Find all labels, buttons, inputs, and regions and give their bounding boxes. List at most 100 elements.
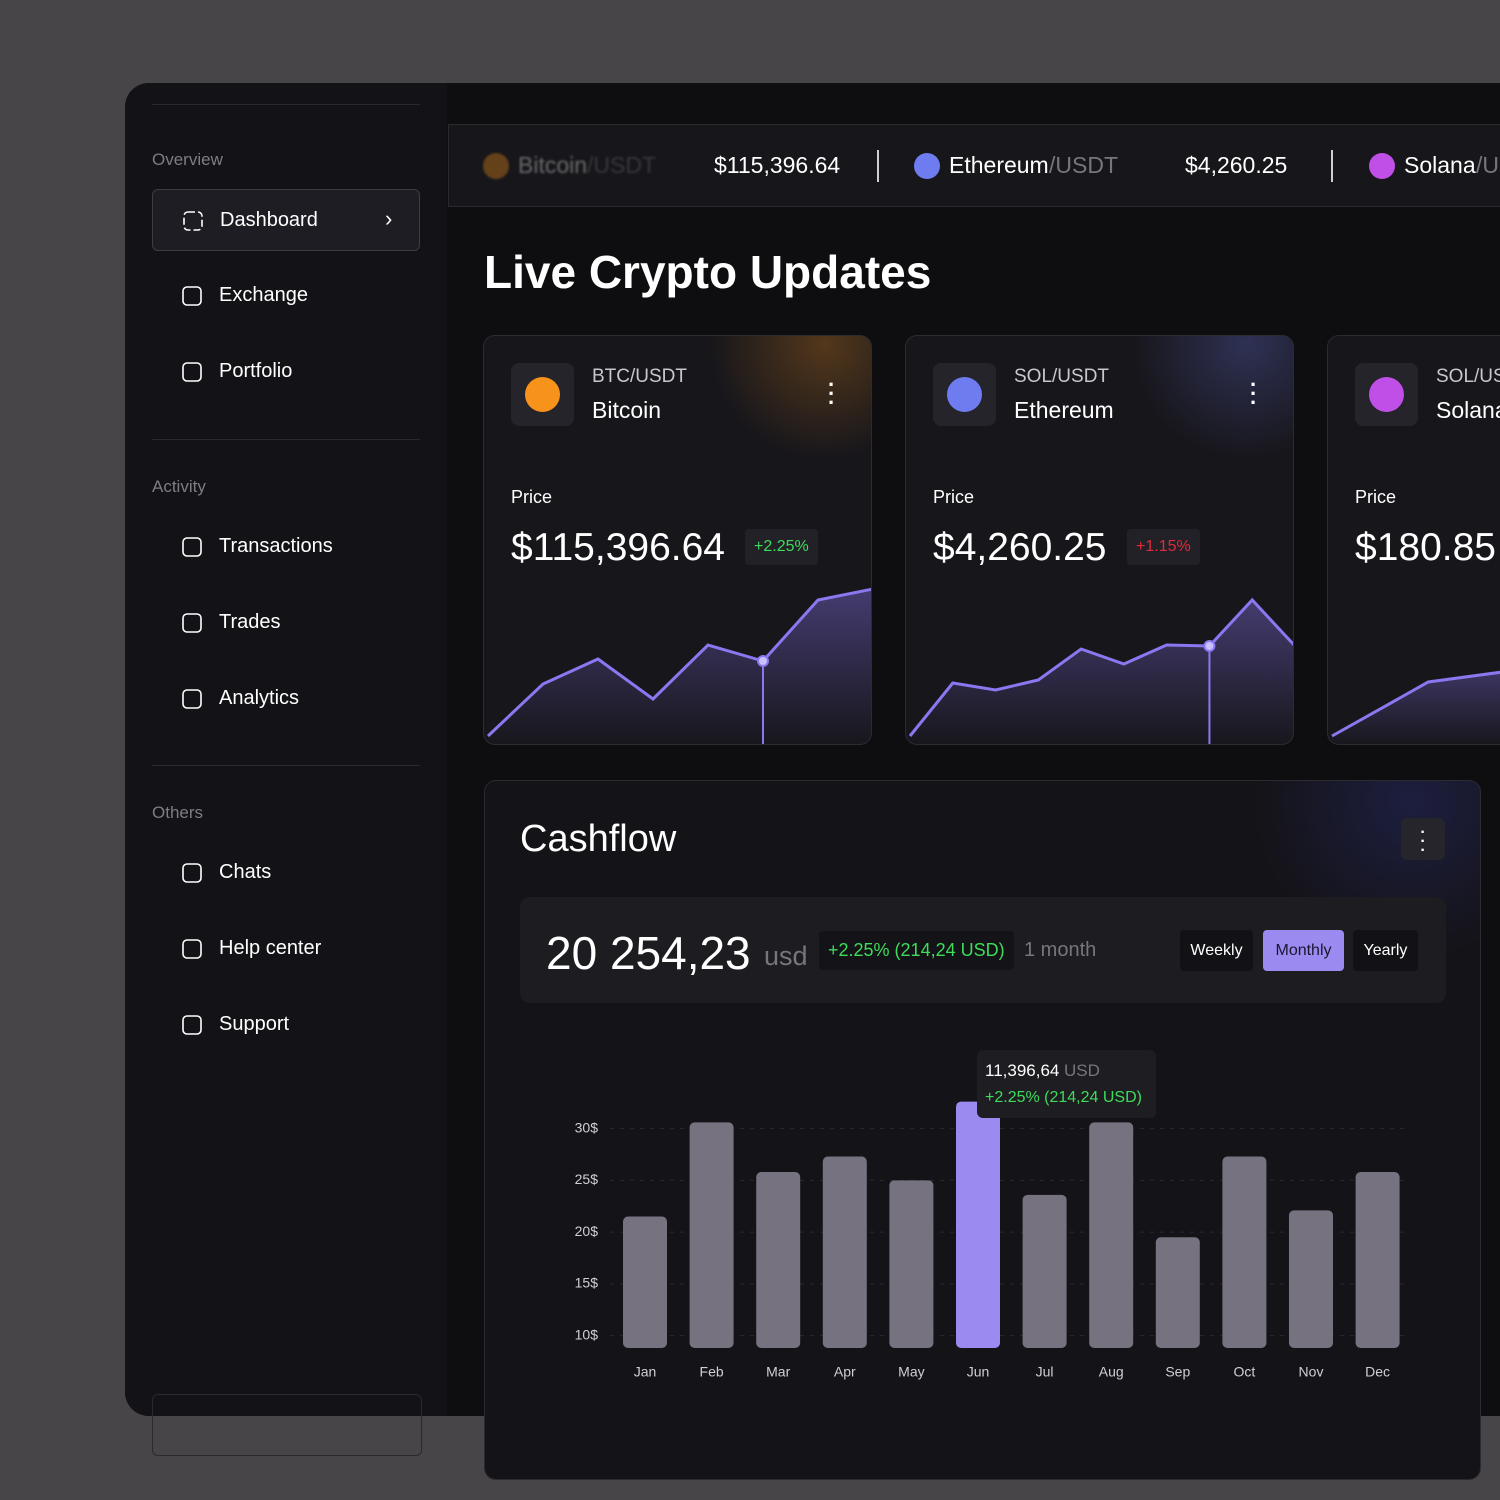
ticker-price: $115,396.64	[714, 152, 841, 178]
period-tab[interactable]: Yearly	[1353, 930, 1418, 971]
icon-shape	[183, 211, 203, 231]
coin-name: Solana	[1436, 397, 1500, 423]
ticker-separator	[877, 150, 879, 182]
nav-item[interactable]: Chats	[152, 842, 420, 904]
nav-item[interactable]: Dashboard ›	[152, 189, 420, 251]
nav-icon	[182, 362, 202, 382]
icon-shape	[182, 536, 202, 557]
sparkline	[1331, 670, 1500, 738]
divider	[152, 765, 420, 766]
more-button[interactable]: · · ·	[1401, 818, 1445, 860]
more-button[interactable]: · · ·	[828, 372, 836, 415]
coin-name: Ethereum	[1014, 397, 1114, 423]
ticker-quote: /USDT	[1476, 152, 1500, 178]
coin-icon	[525, 377, 560, 412]
nav-icon	[182, 286, 202, 306]
tooltip	[977, 1050, 1156, 1118]
crypto-card: SOL/USDT Ethereum · · · Price $4,260.25 +1.15%	[905, 335, 1294, 745]
nav-label: Chats	[219, 861, 272, 883]
pair-label: BTC/USDT	[592, 366, 687, 387]
icon-shape	[182, 863, 202, 883]
section-title: Overview	[152, 150, 223, 169]
nav-icon	[182, 612, 202, 633]
sparkline-chart	[486, 587, 871, 744]
coin-icon	[483, 153, 509, 179]
nav-item[interactable]: Trades	[152, 592, 420, 654]
coin-icon	[1369, 153, 1395, 179]
section-title: Others	[152, 803, 204, 822]
icon-shape	[182, 688, 202, 709]
coin-name: Bitcoin	[592, 397, 662, 423]
coin-icon	[947, 377, 982, 412]
nav-label: Help center	[219, 937, 322, 959]
amount: 20 254,23	[546, 927, 751, 979]
sparkline-chart	[1331, 670, 1500, 744]
divider	[152, 104, 420, 105]
ticker-base: Bitcoin	[518, 152, 588, 178]
period-tab[interactable]: Monthly	[1263, 930, 1344, 971]
price-label: Price	[1355, 487, 1397, 507]
nav-icon	[182, 1015, 202, 1035]
marker-point	[1203, 640, 1216, 652]
marker-point	[757, 655, 769, 667]
sparkline-area	[910, 600, 1293, 744]
price: $180.85	[1355, 526, 1496, 569]
nav-item[interactable]: Exchange	[152, 265, 420, 327]
pair-label: SOL/USDT	[1436, 366, 1500, 387]
sparkline-area	[1332, 672, 1500, 744]
cashflow-panel	[484, 780, 1481, 1480]
nav-label: Transactions	[219, 534, 333, 557]
crypto-card: SOL/USDTSolana···Price$180.85	[1327, 335, 1500, 745]
ticker-quote: /USDT	[1049, 152, 1118, 178]
nav-icon	[182, 939, 202, 959]
pair-label: SOL/USDT	[1014, 366, 1110, 387]
price-label: Price	[933, 487, 975, 507]
ticker-separator	[1331, 150, 1333, 182]
icon-shape	[182, 939, 202, 959]
page-title: Live Crypto Updates	[484, 246, 932, 298]
tooltip-amount: 11,396,64	[985, 1061, 1060, 1080]
nav-label: Trades	[219, 610, 281, 633]
amount-unit: usd	[764, 941, 808, 971]
account-box	[152, 1394, 422, 1456]
nav-item[interactable]: Portfolio	[152, 341, 420, 403]
period: 1 month	[1024, 939, 1097, 961]
crypto-card: BTC/USDT Bitcoin · · · Price $115,396.64 +2.25%	[483, 335, 872, 745]
price-label: Price	[511, 487, 553, 507]
nav-icon	[183, 211, 203, 231]
icon-shape	[182, 612, 202, 633]
price: $115,396.64	[511, 526, 725, 569]
nav-item[interactable]: Transactions	[152, 516, 420, 578]
nav-item[interactable]: Support	[152, 994, 420, 1056]
nav-label: Exchange	[219, 284, 308, 306]
coin-icon	[1369, 377, 1404, 412]
cashflow-title: Cashflow	[520, 818, 677, 860]
nav-label: Analytics	[219, 686, 300, 709]
more-button[interactable]: · · ·	[1250, 372, 1258, 415]
period-tab[interactable]: Weekly	[1180, 930, 1253, 971]
chevron: ›	[385, 206, 393, 231]
change-badge: +2.25%	[745, 529, 818, 565]
nav-icon	[182, 688, 202, 709]
change-badge: +1.15%	[1127, 529, 1200, 565]
sparkline-chart	[908, 597, 1293, 744]
sparkline-area	[488, 589, 871, 744]
ticker-bar	[448, 124, 1500, 207]
nav-item[interactable]: Analytics	[152, 668, 420, 730]
nav-label: Dashboard	[220, 209, 318, 231]
icon-shape	[182, 362, 202, 382]
tooltip-change: +2.25% (214,24 USD)	[985, 1089, 1142, 1106]
nav-label: Support	[219, 1013, 290, 1035]
nav-label: Portfolio	[219, 360, 293, 382]
sparkline	[908, 597, 1293, 737]
price: $4,260.25	[933, 526, 1107, 569]
ticker-quote: /USDT	[587, 152, 656, 178]
coin-icon	[914, 153, 940, 179]
nav-item[interactable]: Help center	[152, 918, 420, 980]
tooltip-unit: USD	[1064, 1061, 1100, 1080]
ticker-base: Solana	[1404, 152, 1476, 178]
nav-icon	[182, 863, 202, 883]
ticker-price: $4,260.25	[1185, 152, 1288, 178]
sparkline	[486, 587, 871, 738]
